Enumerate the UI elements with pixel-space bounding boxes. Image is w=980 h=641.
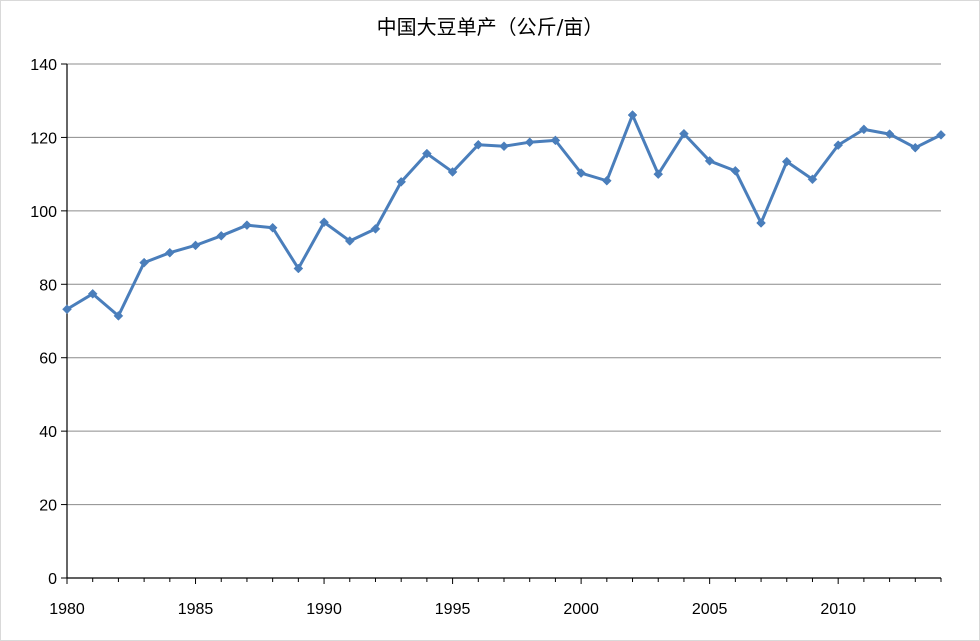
y-tick-label: 60: [39, 351, 57, 368]
data-point-marker: [319, 217, 329, 228]
data-point-marker: [524, 137, 535, 148]
x-tick-label: 2005: [692, 601, 728, 618]
data-point-marker: [884, 129, 895, 139]
data-point-marker: [164, 247, 175, 258]
data-point-marker: [859, 124, 869, 135]
data-point-marker: [473, 139, 484, 150]
data-point-marker: [242, 220, 252, 231]
data-point-marker: [293, 263, 304, 274]
data-point-marker: [422, 148, 432, 159]
y-tick-label: 100: [30, 204, 57, 221]
gridlines: [67, 63, 941, 506]
data-point-marker: [601, 175, 612, 186]
x-tick-label: 2000: [563, 601, 599, 618]
x-tick-label: 1990: [306, 601, 342, 618]
y-tick-label: 0: [48, 571, 57, 588]
data-point-marker: [447, 167, 458, 177]
data-point-marker: [756, 218, 766, 228]
data-point-marker: [62, 304, 72, 315]
data-point-marker: [370, 223, 381, 234]
x-tick-label: 1985: [178, 601, 214, 618]
data-point-marker: [113, 311, 124, 321]
chart-title: 中国大豆单产（公斤/亩）: [377, 15, 604, 39]
data-point-marker: [87, 288, 98, 299]
y-tick-label: 80: [39, 277, 57, 294]
data-point-marker: [679, 128, 689, 139]
data-point-marker: [216, 230, 227, 241]
data-point-marker: [396, 176, 407, 187]
y-tick-label: 140: [30, 57, 57, 74]
data-point-marker: [936, 130, 946, 140]
y-tick-labels: 0 20 40 60 80 100 120 140: [30, 57, 57, 588]
y-tick-label: 20: [39, 498, 57, 515]
data-point-marker: [267, 222, 278, 233]
data-point-marker: [190, 240, 201, 251]
data-point-marker: [576, 168, 586, 178]
data-point-marker: [781, 156, 792, 167]
data-point-marker: [627, 110, 638, 120]
x-tick-label: 2010: [820, 601, 856, 618]
y-tick-label: 120: [30, 130, 57, 147]
data-point-marker: [550, 135, 561, 146]
x-tick-label: 1995: [435, 601, 471, 618]
axes: [61, 63, 942, 584]
x-tick-labels: 1980 1985 1990 1995 2000 2005 2010: [49, 601, 856, 618]
data-point-marker: [730, 165, 741, 176]
data-point-marker: [910, 142, 921, 153]
data-point-marker: [704, 156, 715, 166]
data-point-marker: [807, 174, 818, 185]
data-point-marker: [833, 140, 844, 150]
data-point-marker: [344, 236, 355, 246]
data-point-marker: [653, 169, 664, 179]
data-point-marker: [139, 257, 149, 268]
y-tick-label: 40: [39, 424, 57, 441]
data-point-marker: [499, 141, 509, 152]
data-markers: [62, 110, 946, 321]
x-tick-label: 1980: [49, 601, 85, 618]
